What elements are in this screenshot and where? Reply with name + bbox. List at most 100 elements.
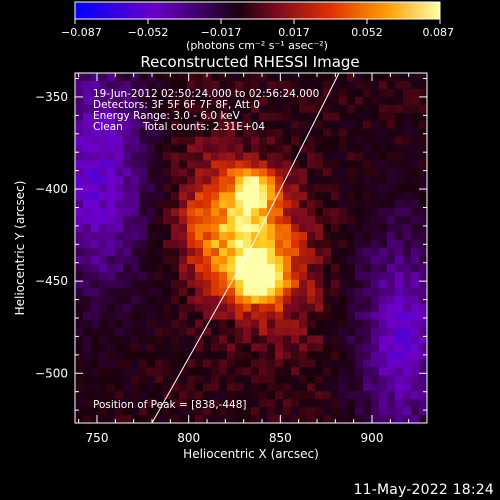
heatmap-cell	[251, 343, 260, 352]
heatmap-cell	[387, 359, 396, 368]
heatmap-cell	[323, 319, 332, 329]
heatmap-cell	[203, 192, 212, 201]
heatmap-cell	[355, 343, 364, 352]
heatmap-cell	[307, 383, 316, 392]
heatmap-cell	[323, 120, 332, 130]
heatmap-cell	[419, 232, 427, 241]
heatmap-cell	[291, 351, 300, 360]
heatmap-cell	[339, 240, 348, 249]
heatmap-cell	[219, 224, 228, 233]
heatmap-cell	[187, 271, 196, 281]
heatmap-cell	[339, 351, 348, 360]
heatmap-cell	[299, 88, 308, 98]
heatmap-cell	[115, 359, 124, 368]
heatmap-cell	[171, 128, 180, 138]
heatmap-cell	[179, 319, 188, 329]
heatmap-cell	[83, 73, 92, 82]
heatmap-cell	[171, 104, 180, 114]
heatmap-cell	[387, 144, 396, 154]
heatmap-cell	[363, 73, 372, 82]
heatmap-cell	[299, 375, 308, 384]
heatmap-cell	[379, 248, 388, 257]
heatmap-cell	[315, 415, 324, 423]
heatmap-cell	[91, 88, 100, 98]
heatmap-cell	[91, 351, 100, 360]
heatmap-cell	[163, 271, 172, 281]
heatmap-cell	[155, 96, 164, 106]
heatmap-cell	[371, 383, 380, 392]
heatmap-cell	[211, 335, 220, 345]
heatmap-cell	[379, 415, 388, 423]
heatmap-cell	[347, 263, 356, 273]
heatmap-cell	[267, 343, 276, 352]
heatmap-cell	[339, 311, 348, 321]
heatmap-cell	[75, 144, 84, 154]
heatmap-cell	[411, 120, 420, 130]
heatmap-cell	[227, 391, 236, 400]
heatmap-cell	[99, 407, 108, 416]
heatmap-cell	[275, 399, 284, 408]
heatmap-cell	[323, 184, 332, 193]
heatmap-cell	[115, 120, 124, 130]
heatmap-cell	[171, 343, 180, 352]
heatmap-cell	[419, 407, 427, 416]
heatmap-cell	[99, 295, 108, 305]
heatmap-cell	[83, 128, 92, 138]
heatmap-cell	[123, 240, 132, 249]
heatmap-cell	[395, 359, 404, 368]
heatmap-cell	[211, 407, 220, 416]
heatmap-cell	[259, 287, 268, 297]
heatmap-cell	[83, 319, 92, 329]
heatmap-cell	[219, 200, 228, 209]
heatmap-cell	[243, 232, 252, 241]
heatmap-cell	[107, 407, 116, 416]
heatmap-cell	[267, 88, 276, 98]
heatmap-cell	[371, 319, 380, 329]
heatmap-cell	[251, 311, 260, 321]
heatmap-cell	[347, 271, 356, 281]
heatmap-cell	[387, 120, 396, 130]
heatmap-cell	[187, 168, 196, 177]
heatmap-cell	[243, 240, 252, 249]
heatmap-cell	[83, 279, 92, 289]
heatmap-cell	[115, 287, 124, 297]
heatmap-cell	[395, 80, 404, 90]
heatmap-cell	[99, 73, 108, 82]
heatmap-cell	[99, 383, 108, 392]
heatmap-cell	[403, 112, 412, 122]
heatmap-cell	[123, 104, 132, 114]
heatmap-cell	[371, 375, 380, 384]
heatmap-cell	[243, 176, 252, 185]
heatmap-cell	[147, 327, 156, 337]
heatmap-cell	[171, 168, 180, 177]
heatmap-cell	[115, 351, 124, 360]
heatmap-cell	[387, 160, 396, 170]
heatmap-cell	[75, 192, 84, 201]
heatmap-cell	[395, 176, 404, 185]
heatmap-cell	[131, 248, 140, 257]
heatmap-cell	[91, 327, 100, 337]
heatmap-cell	[139, 351, 148, 360]
heatmap-cell	[267, 295, 276, 305]
heatmap-cell	[291, 303, 300, 313]
heatmap-cell	[379, 88, 388, 98]
heatmap-cell	[179, 335, 188, 345]
heatmap-cell	[355, 399, 364, 408]
heatmap-cell	[323, 407, 332, 416]
heatmap-cell	[403, 176, 412, 185]
heatmap-cell	[83, 407, 92, 416]
heatmap-cell	[91, 168, 100, 177]
heatmap-cell	[291, 73, 300, 82]
heatmap-cell	[331, 407, 340, 416]
heatmap-cell	[195, 248, 204, 257]
heatmap-cell	[115, 104, 124, 114]
heatmap-cell	[347, 136, 356, 146]
heatmap-cell	[251, 128, 260, 138]
heatmap-cell	[131, 80, 140, 90]
heatmap-cell	[115, 224, 124, 233]
heatmap-cell	[235, 120, 244, 130]
heatmap-cell	[307, 160, 316, 170]
heatmap-cell	[403, 184, 412, 193]
heatmap-cell	[307, 88, 316, 98]
heatmap-cell	[83, 327, 92, 337]
